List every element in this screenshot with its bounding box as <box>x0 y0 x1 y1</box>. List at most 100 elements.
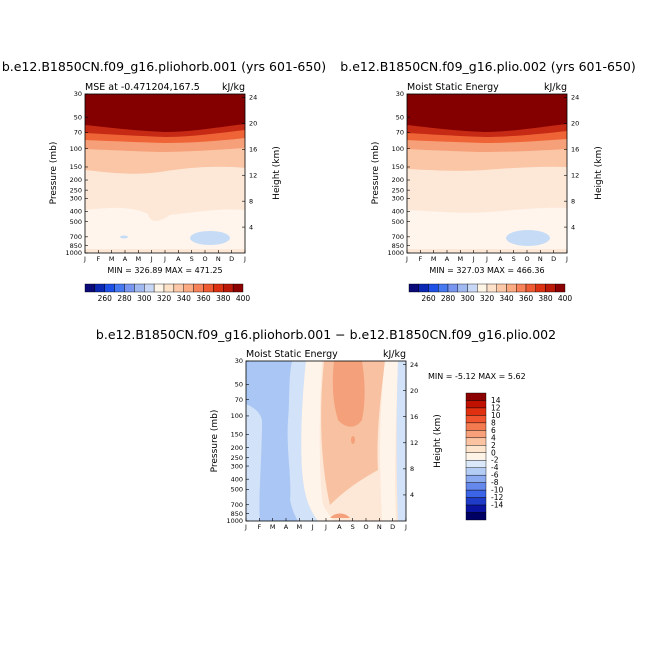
pressure-tick-label: 30 <box>396 90 404 98</box>
p1-blue-blob <box>190 231 230 245</box>
panel2-left-label: Moist Static Energy <box>407 82 499 93</box>
colorbar-label: -4 <box>491 463 499 472</box>
pressure-tick-label: 50 <box>235 381 243 389</box>
month-tick-label: M <box>270 523 276 531</box>
panel1-left-label: MSE at -0.471204,167.5 <box>85 82 200 93</box>
colorbar-box <box>465 400 487 409</box>
colorbar-box <box>465 407 487 416</box>
height-tick-label: 12 <box>249 171 257 179</box>
panel3-right-label: kJ/kg <box>383 349 406 360</box>
colorbar-label: 340 <box>499 294 514 303</box>
colorbar-box <box>465 445 487 453</box>
colorbar-box <box>465 430 487 439</box>
month-tick-label: S <box>351 523 355 531</box>
colorbar-box <box>465 452 487 461</box>
colorbar-label: -14 <box>491 501 503 510</box>
pressure-tick-label: 100 <box>392 145 404 153</box>
month-tick-label: D <box>390 523 395 531</box>
p3-blue-region <box>246 361 298 521</box>
month-tick-label: A <box>123 255 128 263</box>
colorbar-box <box>94 283 105 293</box>
colorbar-label: 360 <box>519 294 534 303</box>
p3-pale-right <box>380 361 398 521</box>
colorbar-box <box>213 283 224 293</box>
colorbar-box <box>465 504 487 513</box>
colorbar-box <box>477 283 488 293</box>
colorbar-label: 6 <box>491 426 496 435</box>
pressure-tick-label: 500 <box>70 218 82 226</box>
month-tick-label: J <box>472 255 475 263</box>
pressure-tick-label: 70 <box>396 129 404 137</box>
colorbar-box <box>555 283 566 293</box>
pressure-tick-label: 400 <box>231 475 243 483</box>
pressure-tick-label: 50 <box>74 113 82 121</box>
colorbar-box <box>418 283 429 293</box>
colorbar-label: 400 <box>236 294 251 303</box>
height-tick-label: 8 <box>410 465 414 473</box>
colorbar-box <box>104 283 115 293</box>
p3-pale-column <box>301 361 334 521</box>
colorbar-box <box>465 497 487 506</box>
colorbar-label: -8 <box>491 478 499 487</box>
panel-difference: b.e12.B1850CN.f09_g16.pliohorb.001 − b.e… <box>96 327 556 531</box>
colorbar-box <box>144 283 155 293</box>
month-tick-label: A <box>498 255 503 263</box>
colorbar-box <box>465 474 487 483</box>
height-tick-label: 12 <box>410 439 418 447</box>
colorbar-box <box>223 283 234 293</box>
pressure-tick-label: 850 <box>70 242 82 250</box>
colorbar-box <box>465 437 487 446</box>
colorbar-box <box>447 283 458 293</box>
colorbar-box <box>84 283 96 293</box>
pressure-tick-label: 50 <box>396 113 404 121</box>
colorbar-label: -6 <box>491 471 499 480</box>
pressure-tick-label: 100 <box>231 412 243 420</box>
pressure-tick-label: 200 <box>392 176 404 184</box>
panel3-left-label: Moist Static Energy <box>246 349 338 360</box>
pressure-tick-label: 1000 <box>65 249 82 257</box>
colorbar-box <box>203 283 214 293</box>
month-tick-label: F <box>257 523 261 531</box>
colorbar-box <box>465 392 487 401</box>
month-tick-label: J <box>163 255 166 263</box>
pressure-tick-label: 300 <box>70 195 82 203</box>
month-tick-label: J <box>150 255 153 263</box>
height-tick-label: 16 <box>410 413 418 421</box>
month-tick-label: M <box>297 523 303 531</box>
p1-band-dark <box>85 94 245 132</box>
pressure-tick-label: 30 <box>235 357 243 365</box>
panel1-title: b.e12.B1850CN.f09_g16.pliohorb.001 (yrs … <box>2 59 326 74</box>
month-tick-label: F <box>96 255 100 263</box>
colorbar-label: 260 <box>98 294 113 303</box>
height-tick-label: 8 <box>249 197 253 205</box>
colorbar-box <box>506 283 517 293</box>
height-tick-label: 4 <box>571 223 575 231</box>
panel3-title: b.e12.B1850CN.f09_g16.pliohorb.001 − b.e… <box>96 327 556 342</box>
colorbar-box <box>465 460 487 468</box>
month-tick-label: J <box>324 523 327 531</box>
pressure-tick-label: 30 <box>74 90 82 98</box>
colorbar-box <box>124 283 135 293</box>
pressure-tick-label: 150 <box>231 431 243 439</box>
colorbar-box <box>467 283 478 293</box>
month-tick-label: J <box>83 255 86 263</box>
month-tick-label: A <box>445 255 450 263</box>
colorbar-box <box>457 283 468 293</box>
pressure-tick-label: 400 <box>392 208 404 216</box>
colorbar-1: 260 280 300 320 340 360 380 400 <box>84 283 251 303</box>
height-tick-label: 24 <box>410 361 418 369</box>
pressure-tick-label: 100 <box>70 145 82 153</box>
pressure-tick-label: 700 <box>392 233 404 241</box>
panel2-right-label: kJ/kg <box>544 82 567 93</box>
month-tick-label: M <box>431 255 437 263</box>
pressure-tick-label: 1000 <box>226 517 243 525</box>
colorbar-box <box>465 512 487 521</box>
month-tick-label: J <box>244 523 247 531</box>
colorbar-label: 360 <box>196 294 211 303</box>
colorbar-box <box>438 283 449 293</box>
pressure-tick-label: 850 <box>231 510 243 518</box>
month-tick-label: J <box>404 523 407 531</box>
panel-plio: b.e12.B1850CN.f09_g16.plio.002 (yrs 601-… <box>340 59 635 303</box>
colorbar-label: 300 <box>460 294 475 303</box>
